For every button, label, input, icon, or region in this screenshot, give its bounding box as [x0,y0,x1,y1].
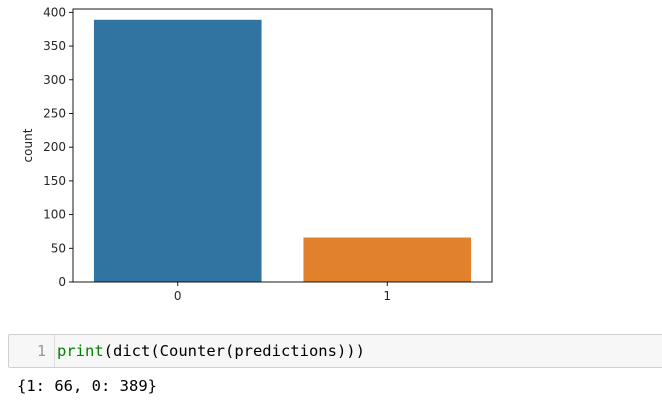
code-line[interactable]: print(dict(Counter(predictions))) [57,342,365,360]
y-tick-label: 300 [43,73,66,87]
code-builtin-print: print [57,342,104,360]
x-tick-label: 0 [174,289,182,303]
y-tick-label: 100 [43,208,66,222]
bar-1 [303,237,472,282]
x-tick-label: 1 [383,289,391,303]
line-gutter: 1 [9,335,55,367]
y-axis-label: count [21,128,35,162]
y-tick-label: 200 [43,140,66,154]
chart-bars [93,19,472,282]
code-cell[interactable]: 1 print(dict(Counter(predictions))) [8,334,662,368]
y-axis-ticks: 0 50 100 150 200 250 300 350 400 [43,5,73,289]
y-tick-label: 250 [43,106,66,120]
bar-0 [93,19,262,282]
y-tick-label: 0 [58,275,66,289]
cell-output: {1: 66, 0: 389} [17,377,157,395]
y-tick-label: 350 [43,39,66,53]
y-tick-label: 50 [51,241,66,255]
y-tick-label: 150 [43,174,66,188]
axes-frame [72,8,493,283]
code-arguments: (dict(Counter(predictions))) [103,342,365,360]
line-number: 1 [36,342,46,360]
y-tick-label: 400 [43,5,66,19]
